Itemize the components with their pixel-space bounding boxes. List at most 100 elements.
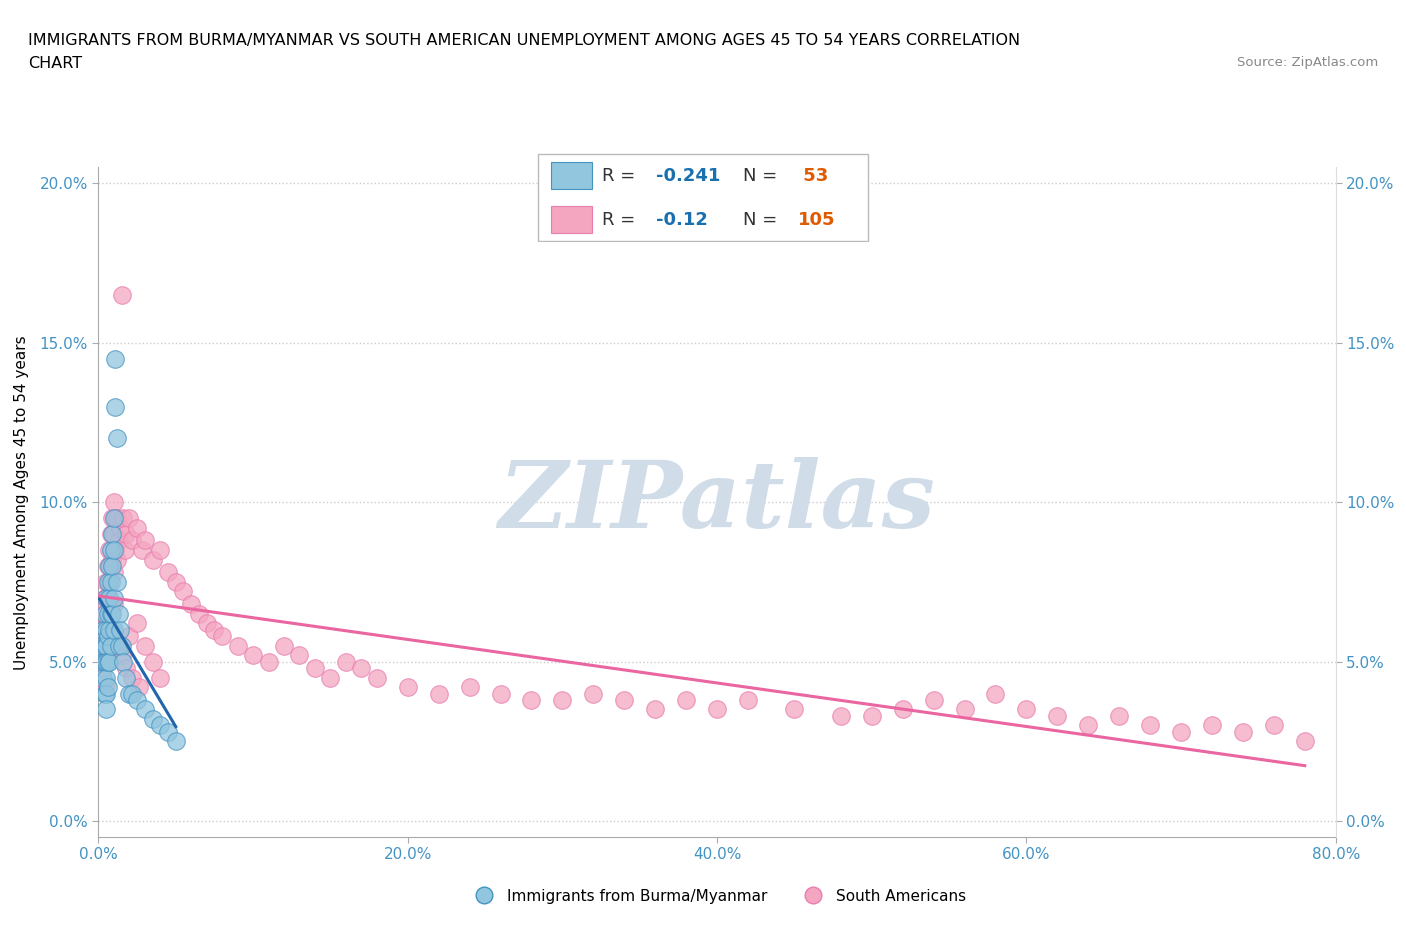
- Point: [91, 622, 114, 637]
- Point: [100, 622, 122, 637]
- Point: [103, 511, 125, 525]
- Text: N =: N =: [744, 166, 783, 184]
- Point: [97, 575, 120, 590]
- Point: [105, 552, 128, 567]
- Point: [675, 693, 697, 708]
- Point: [173, 584, 195, 599]
- Point: [104, 542, 127, 557]
- Point: [91, 638, 114, 653]
- FancyBboxPatch shape: [551, 163, 592, 189]
- Point: [98, 606, 121, 621]
- Point: [180, 597, 202, 612]
- Point: [97, 648, 120, 663]
- Point: [103, 597, 125, 612]
- Point: [104, 352, 127, 366]
- Point: [90, 654, 112, 669]
- Point: [165, 734, 187, 749]
- Point: [98, 542, 121, 557]
- Point: [96, 591, 118, 605]
- Point: [304, 660, 326, 675]
- Point: [107, 533, 129, 548]
- FancyBboxPatch shape: [551, 206, 592, 233]
- Point: [97, 559, 120, 574]
- Point: [100, 559, 122, 574]
- Point: [1139, 718, 1161, 733]
- Point: [98, 622, 121, 637]
- Point: [396, 680, 419, 695]
- Point: [127, 616, 149, 631]
- Point: [319, 671, 342, 685]
- Text: 105: 105: [797, 211, 835, 229]
- Point: [105, 575, 128, 590]
- Point: [142, 552, 165, 567]
- Point: [103, 565, 125, 579]
- Point: [98, 654, 121, 669]
- Point: [644, 702, 666, 717]
- Point: [114, 542, 136, 557]
- Point: [96, 575, 118, 590]
- Point: [121, 686, 143, 701]
- Point: [984, 686, 1007, 701]
- Point: [149, 542, 172, 557]
- Point: [93, 638, 115, 653]
- Legend: Immigrants from Burma/Myanmar, South Americans: Immigrants from Burma/Myanmar, South Ame…: [463, 883, 972, 910]
- Point: [783, 702, 806, 717]
- Point: [96, 702, 118, 717]
- Text: R =: R =: [602, 166, 641, 184]
- Point: [204, 622, 226, 637]
- Point: [157, 724, 180, 739]
- Point: [107, 638, 129, 653]
- Point: [1046, 709, 1069, 724]
- Point: [105, 638, 128, 653]
- Point: [103, 629, 125, 644]
- Point: [134, 533, 156, 548]
- Point: [1170, 724, 1192, 739]
- Point: [100, 542, 122, 557]
- Point: [101, 559, 124, 574]
- Point: [97, 680, 120, 695]
- Point: [91, 671, 114, 685]
- Point: [121, 533, 143, 548]
- Point: [101, 511, 124, 525]
- Point: [134, 638, 156, 653]
- Point: [104, 399, 127, 414]
- Point: [103, 542, 125, 557]
- Point: [188, 606, 211, 621]
- Point: [90, 622, 112, 637]
- Point: [96, 638, 118, 653]
- Point: [953, 702, 976, 717]
- Text: 53: 53: [797, 166, 828, 184]
- Point: [157, 565, 180, 579]
- Text: CHART: CHART: [28, 56, 82, 71]
- Point: [105, 511, 128, 525]
- Point: [366, 671, 388, 685]
- Point: [97, 606, 120, 621]
- Point: [1232, 724, 1254, 739]
- Point: [97, 629, 120, 644]
- Point: [97, 654, 120, 669]
- Point: [93, 648, 115, 663]
- Point: [96, 606, 118, 621]
- Point: [115, 660, 138, 675]
- Point: [100, 606, 122, 621]
- Point: [111, 638, 134, 653]
- Point: [98, 559, 121, 574]
- Point: [103, 526, 125, 541]
- Point: [520, 693, 543, 708]
- Point: [101, 552, 124, 567]
- Point: [127, 520, 149, 535]
- Point: [105, 431, 128, 445]
- Point: [96, 654, 118, 669]
- Point: [111, 648, 134, 663]
- Point: [93, 654, 115, 669]
- Point: [101, 526, 124, 541]
- Point: [118, 686, 141, 701]
- Point: [1108, 709, 1130, 724]
- Point: [1201, 718, 1223, 733]
- Point: [830, 709, 852, 724]
- Point: [613, 693, 636, 708]
- Text: N =: N =: [744, 211, 783, 229]
- Point: [211, 629, 233, 644]
- Text: -0.241: -0.241: [655, 166, 720, 184]
- Point: [96, 671, 118, 685]
